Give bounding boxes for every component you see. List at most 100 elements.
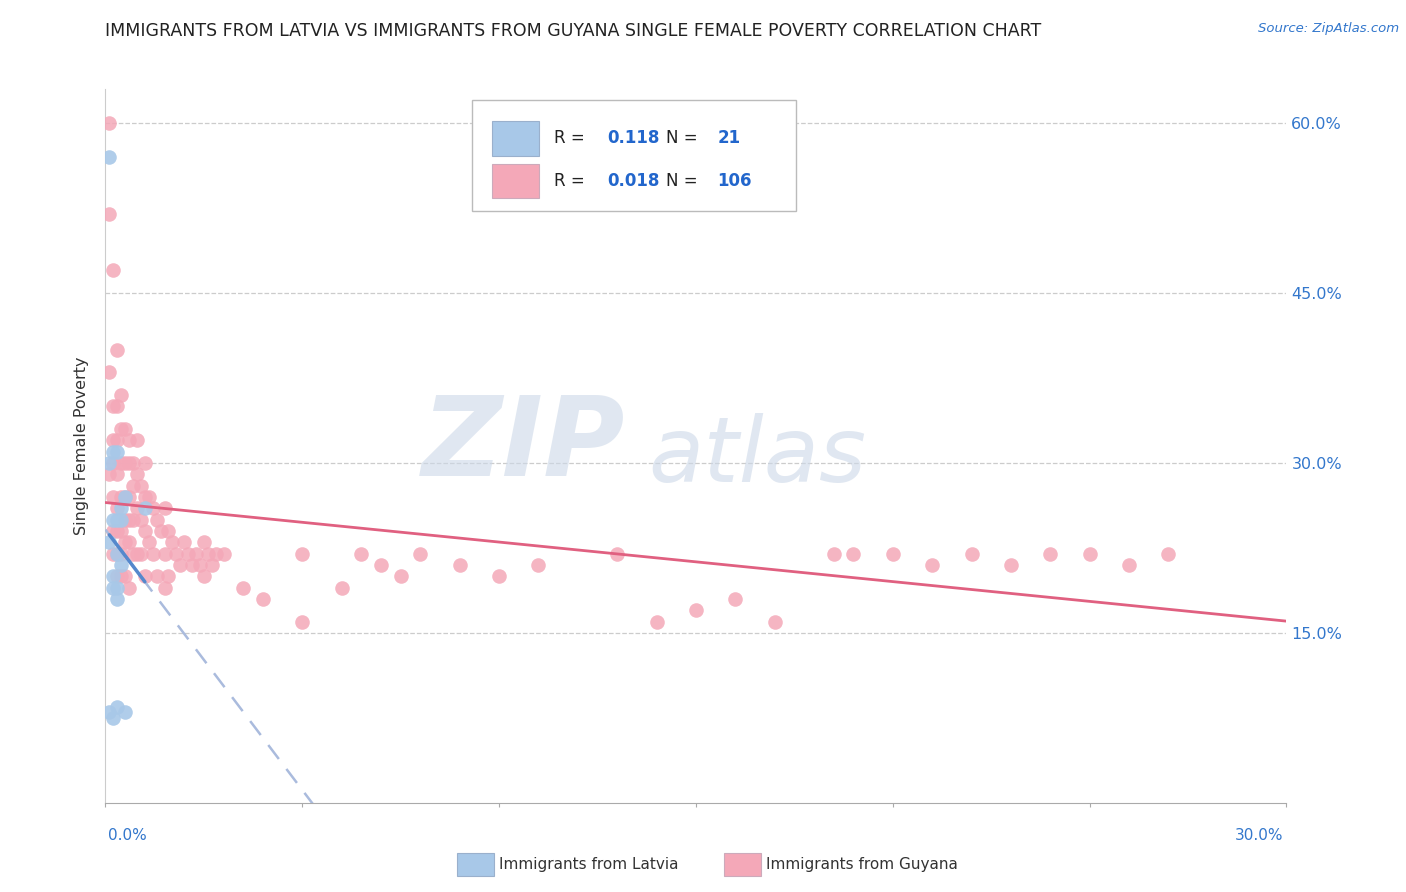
Point [98,365,121,379]
Point [103,444,125,458]
Point [105,444,128,458]
Point [370,558,392,572]
Point [188,558,211,572]
Point [103,434,125,448]
Point [921,558,943,572]
Point [114,569,136,583]
Point [177,547,200,561]
Point [169,558,191,572]
Point [103,711,125,725]
Y-axis label: Single Female Poverty: Single Female Poverty [75,357,90,535]
Point [110,558,132,572]
Point [105,591,128,606]
Point [105,467,128,482]
Point [125,501,148,516]
Point [125,547,148,561]
Text: N =: N = [666,172,703,190]
Point [157,569,180,583]
Point [114,456,136,470]
Point [114,513,136,527]
Point [291,615,314,629]
Point [330,581,353,595]
Point [882,547,904,561]
Point [142,547,165,561]
Point [645,615,668,629]
Point [110,524,132,538]
Point [134,569,156,583]
Text: 30.0%: 30.0% [1236,828,1284,843]
Point [350,547,373,561]
Point [105,699,128,714]
Point [105,547,128,561]
Point [98,207,121,221]
Point [103,513,125,527]
Text: 0.118: 0.118 [607,129,659,147]
Point [110,501,132,516]
Point [212,547,235,561]
Point [105,513,128,527]
Point [291,547,314,561]
Point [181,558,204,572]
Point [1000,558,1022,572]
Text: 0.0%: 0.0% [108,828,148,843]
Point [157,524,180,538]
Point [122,456,145,470]
Point [98,535,121,549]
Point [201,558,224,572]
FancyBboxPatch shape [492,121,538,155]
Point [134,490,156,504]
Point [134,501,156,516]
Point [103,456,125,470]
Point [110,490,132,504]
Point [960,547,983,561]
Text: R =: R = [554,172,591,190]
Point [98,116,121,130]
Point [114,490,136,504]
Point [763,615,786,629]
Point [204,547,226,561]
Point [103,263,125,277]
Point [138,490,160,504]
Point [153,501,176,516]
Text: Source: ZipAtlas.com: Source: ZipAtlas.com [1258,22,1399,36]
Point [110,569,132,583]
Point [114,705,136,719]
Point [134,524,156,538]
Point [110,456,132,470]
Point [110,422,132,436]
Point [122,513,145,527]
Point [823,547,845,561]
Point [145,513,167,527]
Point [110,388,132,402]
Point [1157,547,1180,561]
Text: 21: 21 [717,129,741,147]
Text: IMMIGRANTS FROM LATVIA VS IMMIGRANTS FROM GUYANA SINGLE FEMALE POVERTY CORRELATI: IMMIGRANTS FROM LATVIA VS IMMIGRANTS FRO… [105,22,1042,40]
Point [105,581,128,595]
Point [145,569,167,583]
Point [118,535,141,549]
Point [98,705,121,719]
Point [105,547,128,561]
Point [118,434,141,448]
Point [252,591,274,606]
Text: R =: R = [554,129,591,147]
Point [488,569,510,583]
Point [1039,547,1062,561]
FancyBboxPatch shape [471,100,796,211]
Text: 106: 106 [717,172,752,190]
Point [162,535,184,549]
Text: 0.018: 0.018 [607,172,659,190]
Point [138,535,160,549]
Point [98,467,121,482]
Point [103,569,125,583]
Point [122,547,145,561]
Point [1078,547,1101,561]
Point [842,547,865,561]
Point [1118,558,1140,572]
Point [118,513,141,527]
Text: atlas: atlas [648,413,866,500]
Point [142,501,165,516]
Point [129,547,152,561]
Point [724,591,747,606]
Text: Immigrants from Guyana: Immigrants from Guyana [766,857,957,871]
